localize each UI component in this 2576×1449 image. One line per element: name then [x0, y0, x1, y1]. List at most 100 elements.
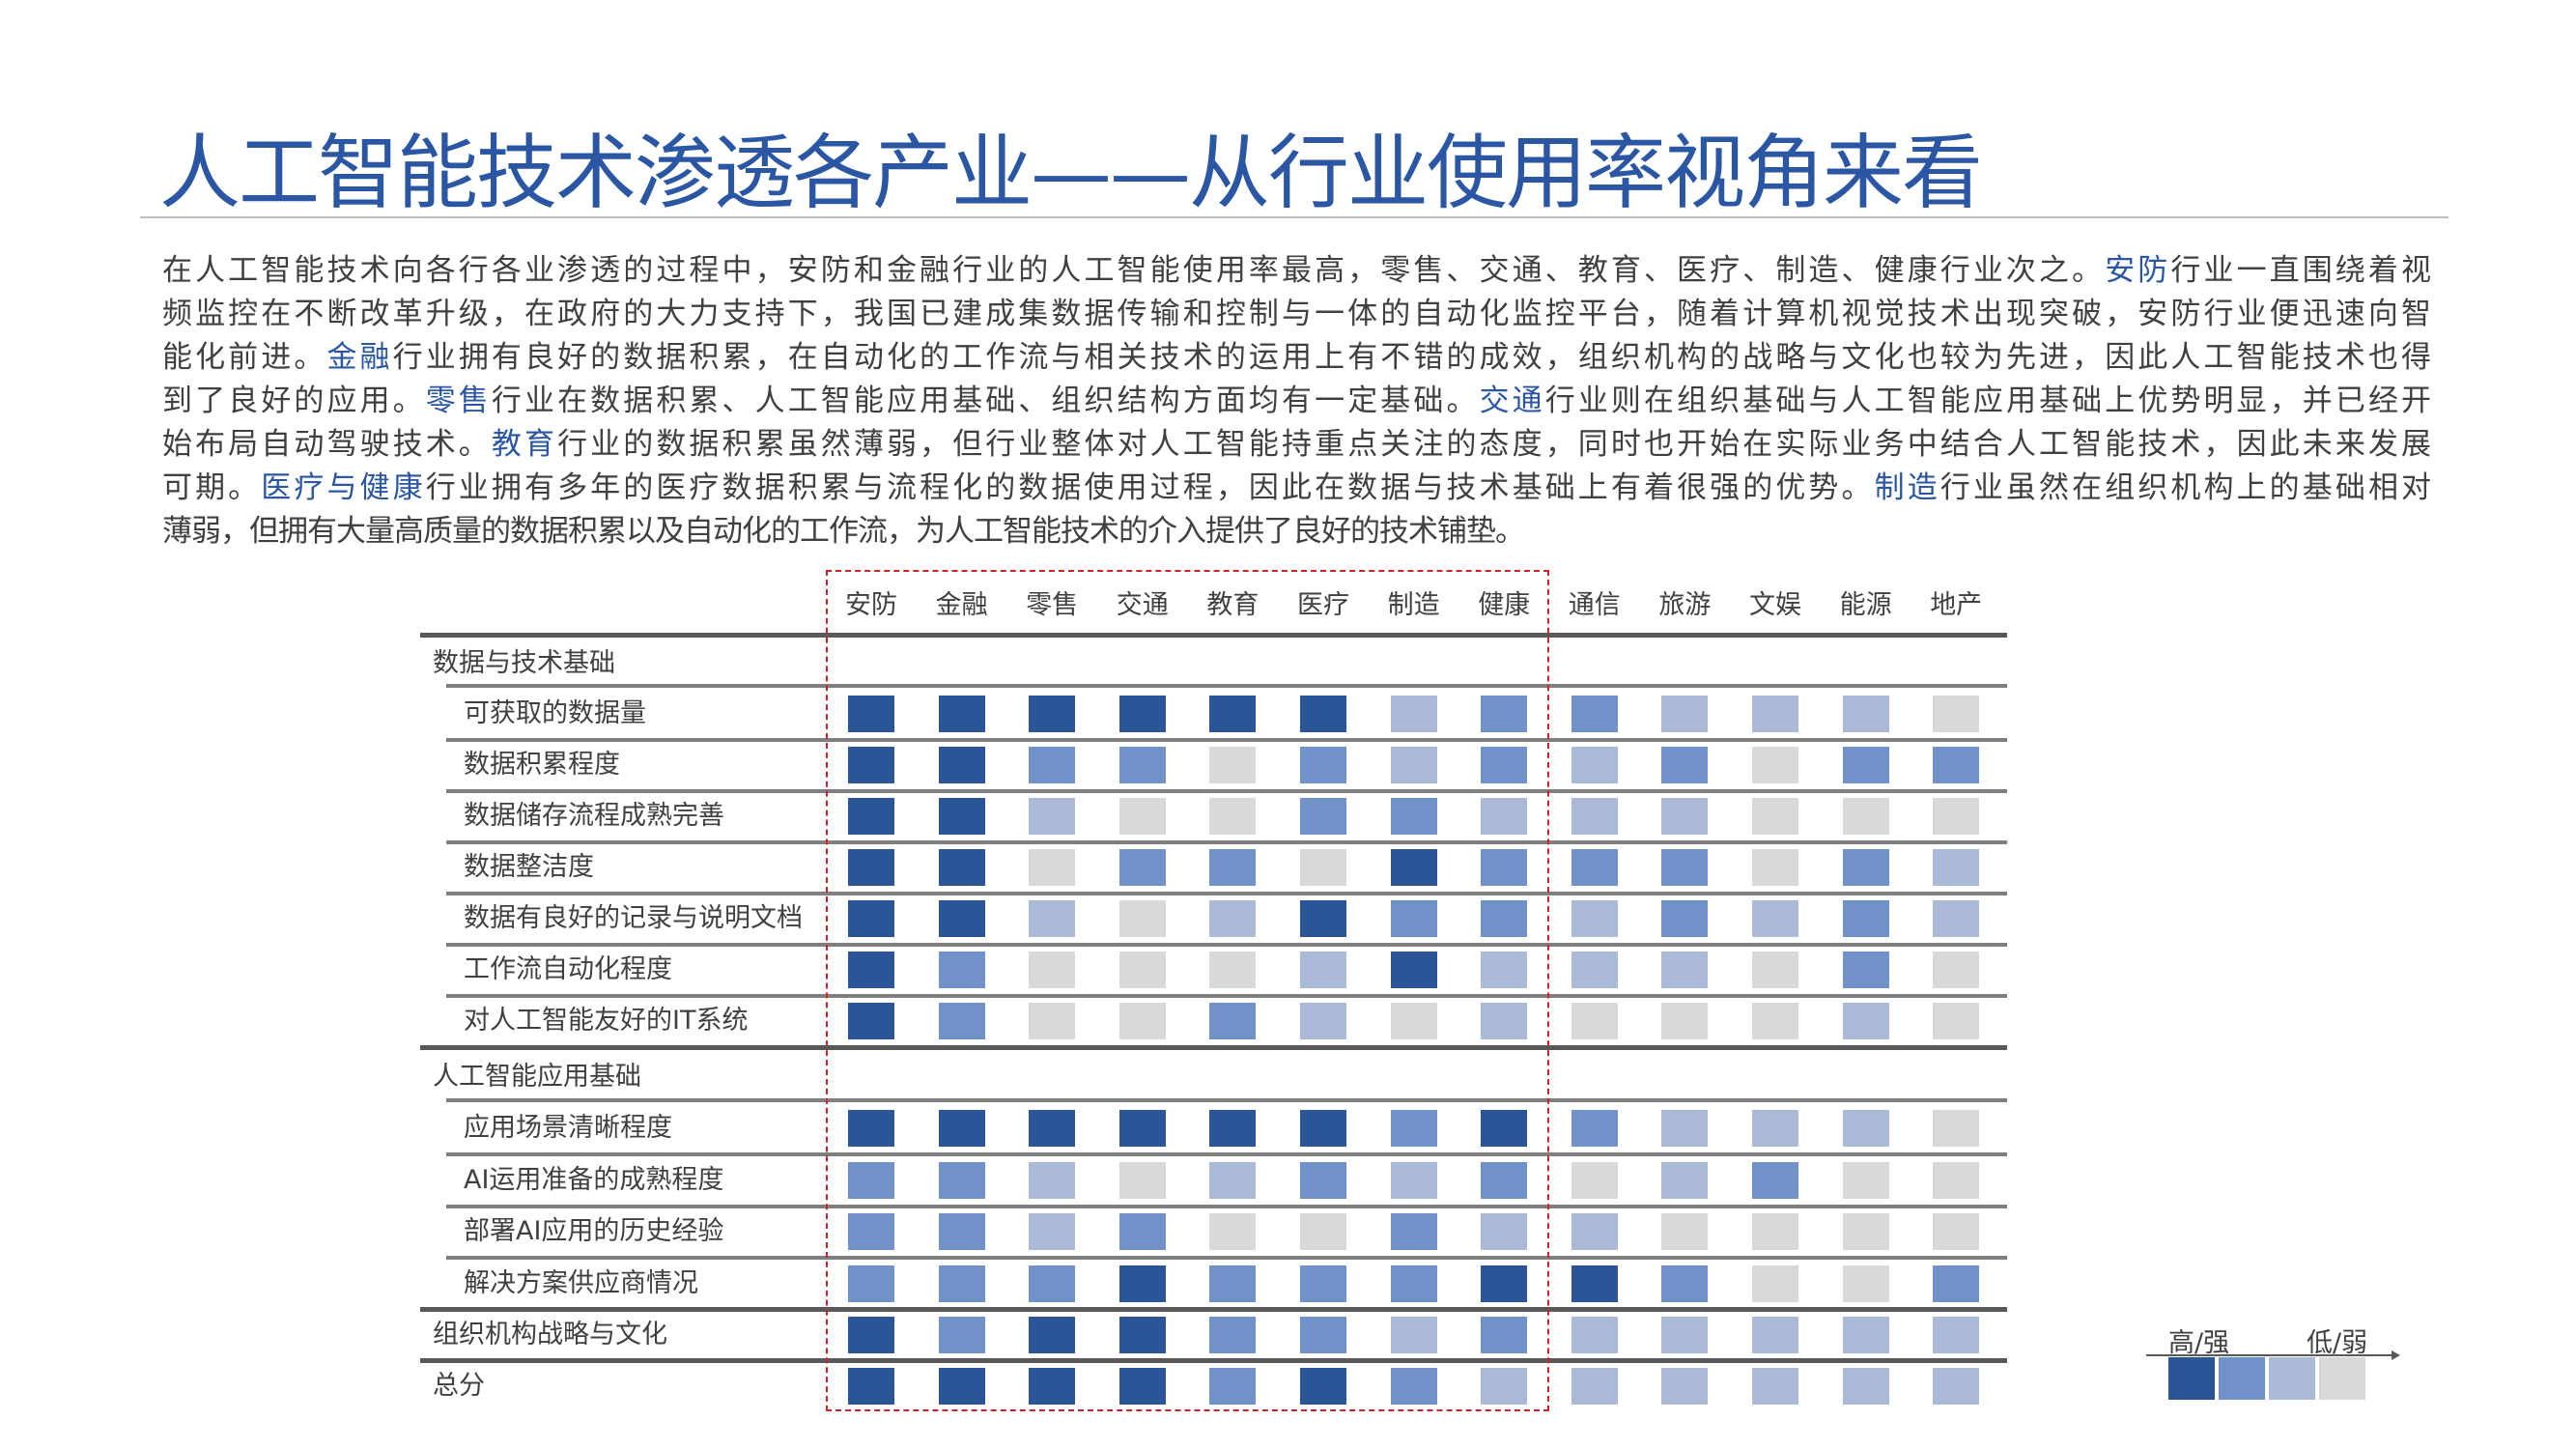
- column-header: 旅游: [1658, 590, 1712, 620]
- rating-cell: [1481, 1213, 1528, 1250]
- paragraph-line: 频监控在不断改革升级，在政府的大力支持下，我国已建成集数据传输和控制与一体的自动…: [162, 293, 2431, 336]
- rating-cell: [1752, 1213, 1798, 1250]
- row-label: 数据积累程度: [464, 750, 620, 780]
- rating-cell: [1933, 1003, 1980, 1039]
- rating-cell: [1571, 1265, 1618, 1302]
- rating-cell: [1481, 900, 1528, 937]
- paragraph-line: 薄弱，但拥有大量高质量的数据积累以及自动化的工作流，为人工智能技术的介入提供了良…: [162, 510, 2430, 554]
- row-label: AI运用准备的成熟程度: [464, 1165, 724, 1195]
- rating-cell: [1571, 1368, 1618, 1405]
- rating-cell: [1300, 849, 1346, 886]
- column-header: 医疗: [1297, 590, 1349, 620]
- rating-cell: [848, 1265, 894, 1302]
- rating-cell: [1118, 1368, 1166, 1405]
- row-label: 对人工智能友好的IT系统: [464, 1006, 749, 1036]
- rating-cell: [1118, 1110, 1166, 1147]
- rating-cell: [1842, 952, 1889, 988]
- rating-cell: [1209, 1110, 1257, 1147]
- rating-cell: [1209, 798, 1257, 835]
- rating-cell: [1481, 1265, 1528, 1302]
- rating-cell: [1933, 1213, 1980, 1250]
- highlighted-industry: 零售: [425, 384, 493, 418]
- rating-cell: [1390, 1110, 1437, 1147]
- row-divider: [420, 1307, 2007, 1312]
- rating-cell: [848, 1162, 894, 1199]
- rating-cell: [1661, 1317, 1709, 1353]
- rating-cell: [1842, 1317, 1889, 1353]
- rating-cell: [1571, 696, 1618, 732]
- rating-cell: [1752, 952, 1798, 988]
- column-header: 交通: [1116, 590, 1169, 620]
- rating-cell: [1661, 849, 1709, 886]
- highlighted-industry: 金融: [326, 340, 393, 375]
- rating-cell: [1118, 798, 1166, 835]
- rating-cell: [848, 1110, 894, 1147]
- rating-cell: [1029, 1265, 1076, 1302]
- row-divider: [420, 1358, 2007, 1363]
- rating-cell: [1300, 1162, 1346, 1199]
- rating-cell: [938, 1110, 985, 1147]
- rating-cell: [1481, 1003, 1528, 1039]
- paragraph-text: 行业的数据积累虽然薄弱，但行业整体对人工智能持重点关注的态度，同时也开始在实际业…: [557, 427, 2431, 462]
- rating-cell: [1481, 1162, 1528, 1199]
- legend-swatch: [2269, 1357, 2315, 1400]
- rating-cell: [1933, 1368, 1980, 1405]
- column-header: 安防: [845, 590, 897, 620]
- rating-cell: [938, 1213, 985, 1250]
- legend-swatch: [2168, 1357, 2215, 1400]
- column-header: 通信: [1568, 590, 1621, 620]
- rating-cell: [1752, 849, 1798, 886]
- row-divider: [420, 633, 2007, 638]
- paragraph-text: 行业一直围绕着视: [2170, 253, 2431, 288]
- rating-cell: [1029, 900, 1076, 937]
- rating-cell: [1209, 952, 1257, 988]
- intro-paragraph: 在人工智能技术向各行各业渗透的过程中，安防和金融行业的人工智能使用率最高，零售、…: [162, 249, 2431, 554]
- rating-cell: [1752, 696, 1798, 732]
- column-header: 地产: [1930, 590, 1983, 620]
- rating-cell: [1118, 696, 1166, 732]
- rating-cell: [1029, 952, 1076, 988]
- rating-cell: [1933, 1162, 1980, 1199]
- paragraph-text: 始布局自动驾驶技术。: [162, 427, 493, 462]
- rating-cell: [1933, 747, 1980, 783]
- rating-cell: [1933, 900, 1980, 937]
- rating-cell: [938, 952, 985, 988]
- rating-cell: [1842, 849, 1889, 886]
- rating-cell: [1481, 1110, 1528, 1147]
- column-header: 金融: [935, 590, 988, 620]
- paragraph-text: 行业在数据积累、人工智能应用基础、组织结构方面均有一定基础。: [491, 384, 1481, 418]
- legend-arrow-icon: [2146, 1350, 2400, 1360]
- rating-cell: [1390, 1265, 1437, 1302]
- row-label: 部署AI应用的历史经验: [464, 1216, 724, 1246]
- rating-cell: [938, 1317, 985, 1353]
- rating-cell: [1842, 1213, 1889, 1250]
- title-divider: [140, 216, 2449, 218]
- paragraph-line: 在人工智能技术向各行各业渗透的过程中，安防和金融行业的人工智能使用率最高，零售、…: [162, 249, 2431, 293]
- rating-cell: [1661, 798, 1709, 835]
- rating-cell: [1842, 1003, 1889, 1039]
- rating-cell: [1390, 1368, 1437, 1405]
- rating-cell: [1300, 1368, 1346, 1405]
- rating-cell: [1029, 1213, 1076, 1250]
- rating-cell: [1481, 849, 1528, 886]
- paragraph-text: 行业则在组织基础与人工智能应用基础上优势明显，并已经开: [1544, 384, 2431, 418]
- rating-cell: [1029, 798, 1076, 835]
- rating-cell: [1300, 900, 1346, 937]
- rating-cell: [1571, 1213, 1618, 1250]
- rating-cell: [1661, 1110, 1709, 1147]
- rating-cell: [1118, 1213, 1166, 1250]
- rating-cell: [1842, 900, 1889, 937]
- rating-cell: [1752, 1368, 1798, 1405]
- row-divider: [420, 1045, 2007, 1050]
- rating-cell: [938, 798, 985, 835]
- rating-cell: [1571, 747, 1618, 783]
- rating-cell: [1661, 1003, 1709, 1039]
- rating-cell: [938, 1003, 985, 1039]
- rating-cell: [1300, 952, 1346, 988]
- rating-cell: [1571, 900, 1618, 937]
- row-divider: [446, 892, 2007, 895]
- rating-cell: [1118, 1317, 1166, 1353]
- paragraph-text: 薄弱，但拥有大量高质量的数据积累以及自动化的工作流，为人工智能技术的介入提供了良…: [162, 514, 1525, 549]
- rating-cell: [1209, 1317, 1257, 1353]
- rating-cell: [1752, 1003, 1798, 1039]
